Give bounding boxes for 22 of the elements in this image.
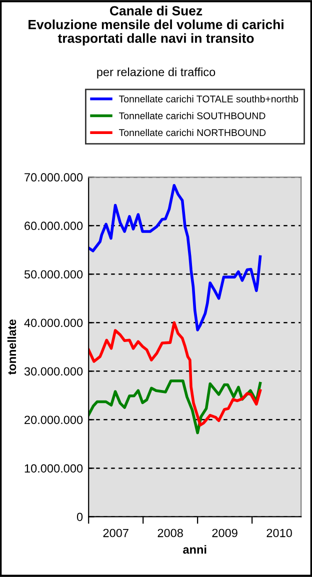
legend-label: Tonnellate carichi TOTALE southb+northb xyxy=(118,95,298,102)
line-series xyxy=(88,379,262,434)
y-tick-label: 40.000.000 xyxy=(24,318,83,328)
x-tick-label: 2010 xyxy=(266,528,292,538)
legend-label: Tonnellate carichi NORTHBOUND xyxy=(118,128,266,136)
y-tick-label: 70.000.000 xyxy=(24,173,83,182)
x-tick-label: 2007 xyxy=(103,528,128,538)
y-axis-title: tonnellate xyxy=(7,319,16,375)
y-tick-label: 30.000.000 xyxy=(24,367,83,376)
y-tick-label: 60.000.000 xyxy=(24,222,83,230)
y-tick-label: 20.000.000 xyxy=(24,416,83,424)
legend-label: Tonnellate carichi SOUTHBOUND xyxy=(118,112,266,120)
y-tick-label: 10.000.000 xyxy=(24,464,83,473)
line-series xyxy=(88,321,262,426)
chart-title: Canale di Suez Evoluzione mensile del volume di carichi trasportati dalle navi in transito xyxy=(28,6,284,46)
y-tick-label: 0 xyxy=(76,512,83,522)
y-tick-label: 50.000.000 xyxy=(24,270,83,279)
chart-subtitle: per relazione di traffico xyxy=(97,68,216,79)
line-series xyxy=(88,184,262,332)
x-tick-label: 2009 xyxy=(212,528,238,538)
x-tick-label: 2008 xyxy=(158,528,183,538)
x-axis-title: anni xyxy=(183,545,206,554)
